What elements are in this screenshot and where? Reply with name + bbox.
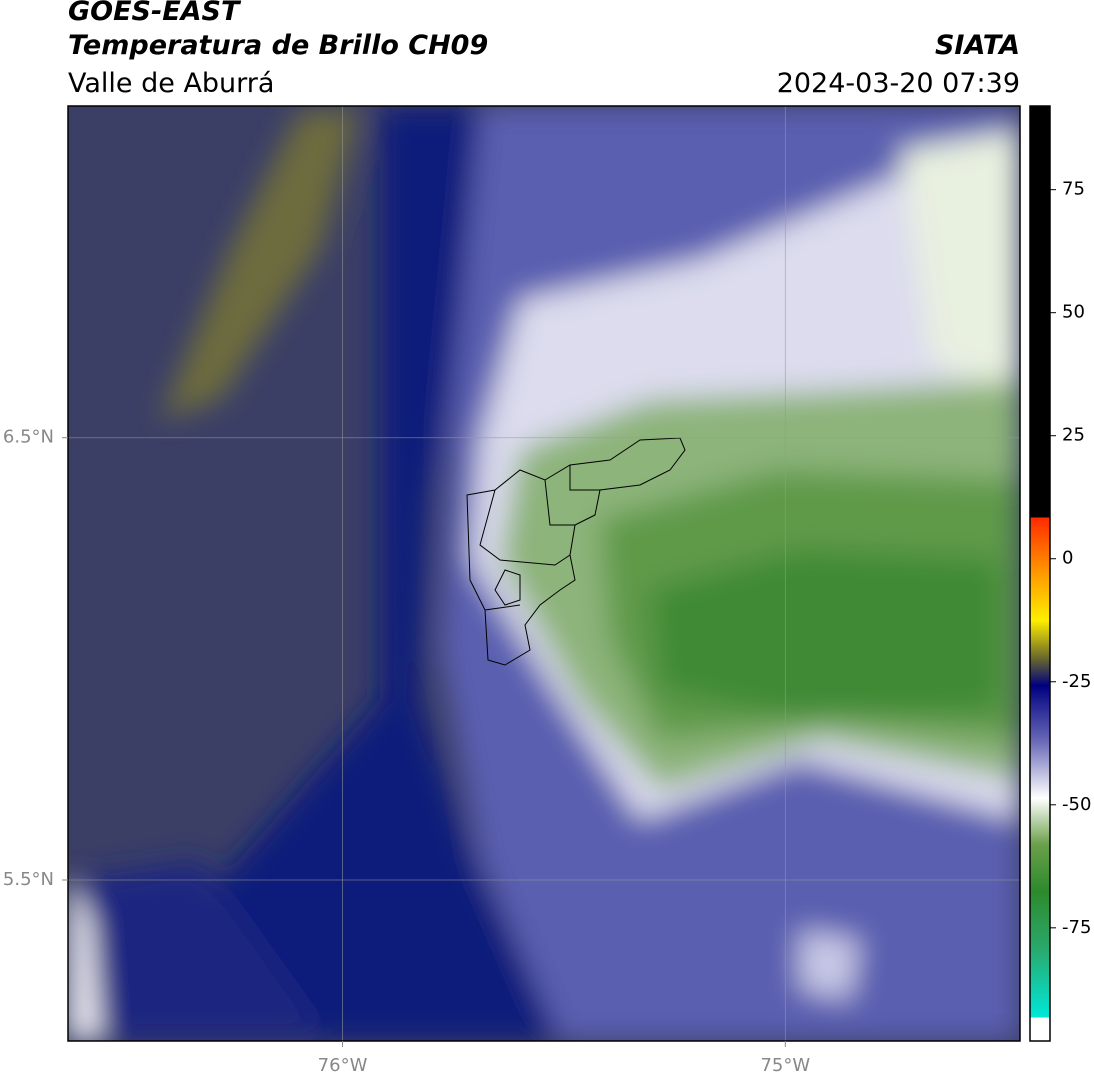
x-tick-label: 76°W	[318, 1055, 368, 1076]
y-tick-label: 5.5°N	[3, 869, 54, 890]
x-tick-label: 75°W	[760, 1055, 810, 1076]
colorbar-tick-label: -25	[1062, 671, 1091, 692]
colorbar-tick-label: 75	[1062, 179, 1085, 200]
colorbar-tick-label: -75	[1062, 917, 1091, 938]
region: Valle de Aburrá	[68, 68, 274, 99]
datetime: 2024-03-20 07:39	[777, 68, 1020, 99]
y-tick-label: 6.5°N	[3, 427, 54, 448]
map-image	[68, 106, 1020, 1041]
subtitle: Temperatura de Brillo CH09	[68, 30, 488, 61]
colorbar-tick-label: 0	[1062, 548, 1073, 569]
colorbar-tick-label: 50	[1062, 302, 1085, 323]
title: GOES-EAST	[68, 0, 242, 27]
map-frame	[67, 105, 1021, 1042]
colorbar	[1029, 105, 1051, 1042]
colorbar-tick-label: -50	[1062, 794, 1091, 815]
colorbar-tick-label: 25	[1062, 425, 1085, 446]
source: SIATA	[935, 30, 1020, 61]
